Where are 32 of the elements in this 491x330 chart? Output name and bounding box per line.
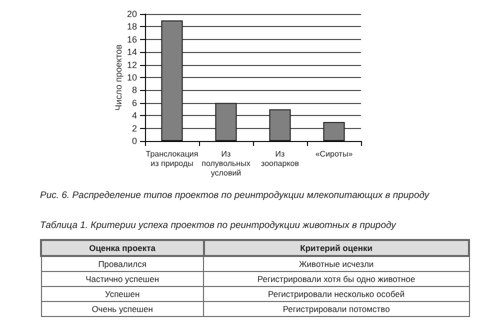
- y-tick-label: 0: [132, 136, 137, 146]
- bar: [269, 109, 291, 141]
- bar: [215, 102, 237, 141]
- x-tick-label: Из полувольных условий: [202, 149, 250, 178]
- text: Животные исчезли: [204, 256, 469, 272]
- text: Успешен: [41, 286, 204, 302]
- y-tick-label: 6: [132, 98, 137, 108]
- text: Таблица 1. Критерии успеха проектов по реинтродукции животных в природу: [40, 220, 398, 231]
- text: Провалился: [41, 256, 204, 272]
- x-tick-label: «Сироты»: [315, 149, 354, 158]
- y-tick-label: 4: [132, 110, 137, 121]
- y-tick-label: 18: [126, 22, 137, 32]
- text: Оценка проекта: [41, 240, 204, 256]
- y-tick-label: 14: [126, 47, 137, 58]
- x-tick-label: Из зоопарков: [261, 149, 299, 168]
- x-tick-label: Транслокация из природы: [146, 149, 198, 168]
- y-tick-label: 12: [126, 60, 137, 70]
- y-tick-label: 16: [126, 34, 137, 44]
- text: Частично успешен: [41, 272, 204, 286]
- bar: [161, 20, 183, 141]
- text: Рис. 6. Распределение типов проектов по реинтродукции млекопитающих в природу: [40, 190, 430, 201]
- y-tick-label: 20: [126, 9, 137, 19]
- text: Регистрировали хотя бы одно животное: [204, 272, 469, 286]
- text: Очень успешен: [41, 302, 204, 316]
- text: Регистрировали потомство: [204, 302, 469, 316]
- y-tick-label: 2: [132, 123, 137, 134]
- text: Регистрировали несколько особей: [204, 286, 469, 302]
- y-axis-title: Число проектов: [114, 44, 124, 111]
- y-tick-label: 8: [132, 85, 137, 96]
- y-tick-label: 10: [126, 72, 137, 82]
- text: Критерий оценки: [204, 240, 469, 256]
- bar: [323, 122, 345, 141]
